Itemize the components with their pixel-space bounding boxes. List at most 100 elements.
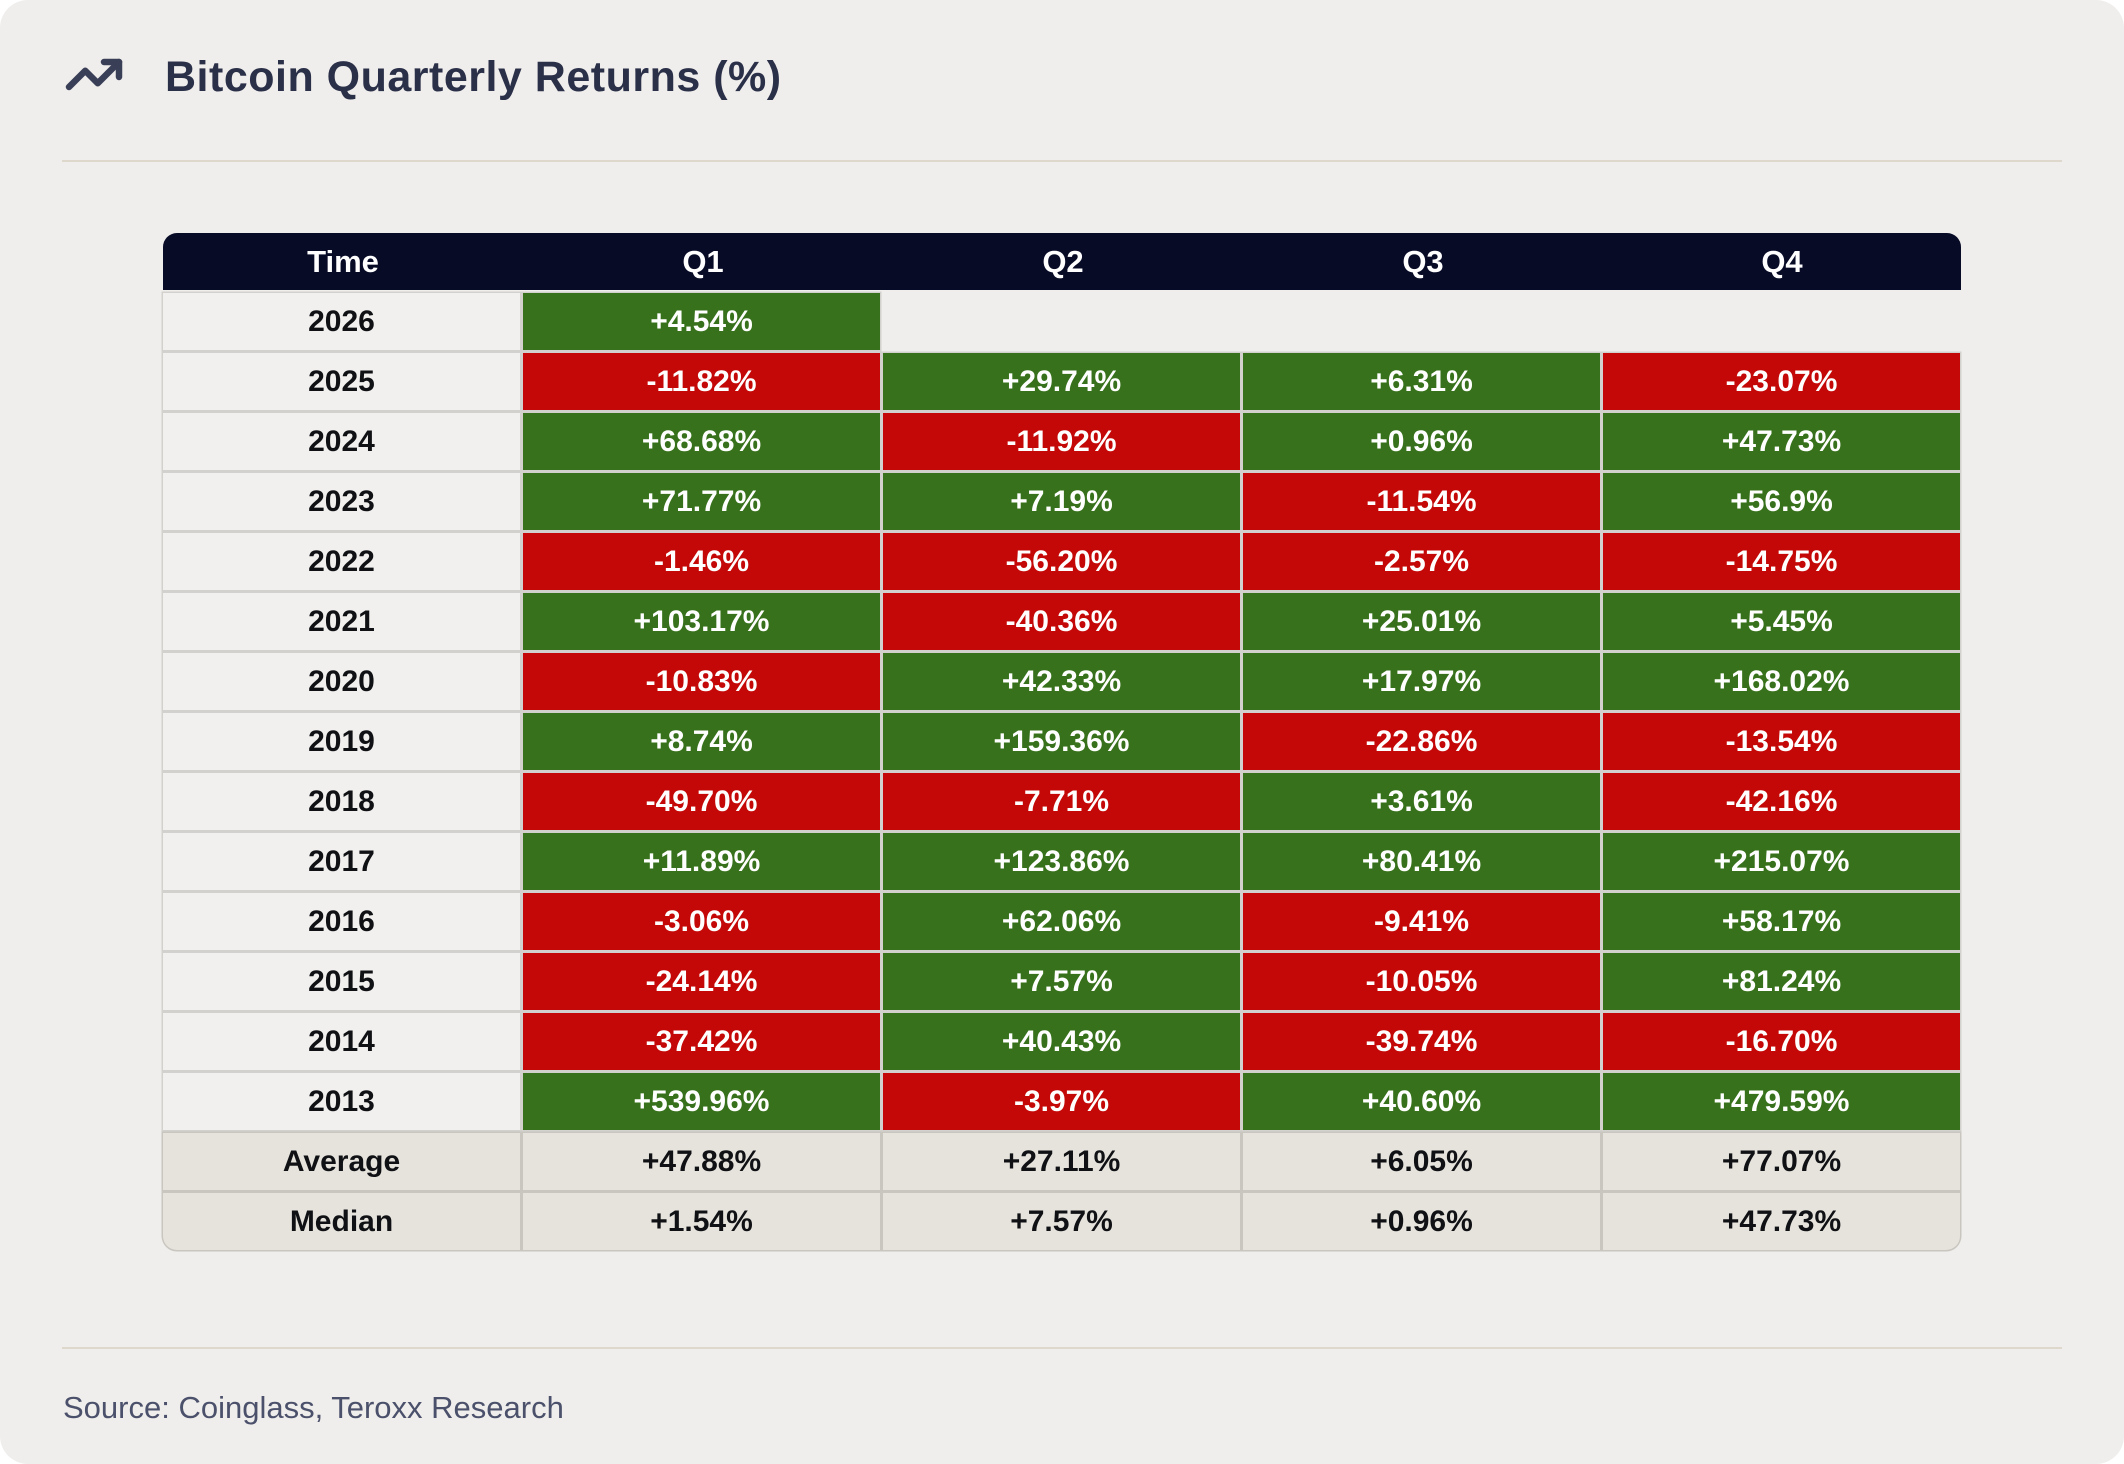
empty-cell bbox=[1243, 293, 1600, 350]
column-header-q1: Q1 bbox=[523, 233, 883, 290]
column-header-q3: Q3 bbox=[1243, 233, 1603, 290]
return-cell: -2.57% bbox=[1243, 533, 1600, 590]
return-cell: +27.11% bbox=[883, 1133, 1240, 1190]
return-cell: +4.54% bbox=[523, 293, 880, 350]
return-cell: +40.60% bbox=[1243, 1073, 1600, 1130]
return-cell: +8.74% bbox=[523, 713, 880, 770]
table-row-2018: 2018 -49.70% -7.71% +3.61% -42.16% bbox=[163, 773, 1961, 830]
year-label: 2023 bbox=[163, 473, 520, 530]
table-row-2016: 2016 -3.06% +62.06% -9.41% +58.17% bbox=[163, 893, 1961, 950]
return-cell: -9.41% bbox=[1243, 893, 1600, 950]
trending-up-icon bbox=[65, 58, 123, 91]
return-cell: +56.9% bbox=[1603, 473, 1960, 530]
column-header-q4: Q4 bbox=[1603, 233, 1961, 290]
source-attribution: Source: Coinglass, Teroxx Research bbox=[63, 1390, 564, 1425]
return-cell: +123.86% bbox=[883, 833, 1240, 890]
return-cell: -23.07% bbox=[1603, 353, 1960, 410]
return-cell: +168.02% bbox=[1603, 653, 1960, 710]
return-cell: +29.74% bbox=[883, 353, 1240, 410]
return-cell: -37.42% bbox=[523, 1013, 880, 1070]
table-row-2015: 2015 -24.14% +7.57% -10.05% +81.24% bbox=[163, 953, 1961, 1010]
return-cell: -11.82% bbox=[523, 353, 880, 410]
return-cell: +47.73% bbox=[1603, 413, 1960, 470]
quarterly-returns-table: Time Q1 Q2 Q3 Q4 2026 +4.54% 2025 -11.82% +29.74… bbox=[163, 233, 1961, 1253]
return-cell: +159.36% bbox=[883, 713, 1240, 770]
return-cell: -1.46% bbox=[523, 533, 880, 590]
year-label: 2019 bbox=[163, 713, 520, 770]
year-label: 2024 bbox=[163, 413, 520, 470]
year-label: 2026 bbox=[163, 293, 520, 350]
table-row-2014: 2014 -37.42% +40.43% -39.74% -16.70% bbox=[163, 1013, 1961, 1070]
return-cell: -11.92% bbox=[883, 413, 1240, 470]
table-row-2017: 2017 +11.89% +123.86% +80.41% +215.07% bbox=[163, 833, 1961, 890]
return-cell: +0.96% bbox=[1243, 1193, 1600, 1250]
return-cell: -10.83% bbox=[523, 653, 880, 710]
table-row-2022: 2022 -1.46% -56.20% -2.57% -14.75% bbox=[163, 533, 1961, 590]
return-cell: +7.57% bbox=[883, 953, 1240, 1010]
table-body: 2026 +4.54% 2025 -11.82% +29.74% +6.31% -23.07… bbox=[163, 293, 1961, 1250]
year-label: 2022 bbox=[163, 533, 520, 590]
table-row-2023: 2023 +71.77% +7.19% -11.54% +56.9% bbox=[163, 473, 1961, 530]
empty-cell bbox=[883, 293, 1240, 350]
return-cell: +3.61% bbox=[1243, 773, 1600, 830]
return-cell: +11.89% bbox=[523, 833, 880, 890]
year-label: 2016 bbox=[163, 893, 520, 950]
page-title: Bitcoin Quarterly Returns (%) bbox=[165, 52, 782, 101]
empty-cell bbox=[1603, 293, 1960, 350]
table-row-2026: 2026 +4.54% bbox=[163, 293, 1961, 350]
return-cell: +42.33% bbox=[883, 653, 1240, 710]
column-header-q2: Q2 bbox=[883, 233, 1243, 290]
return-cell: -42.16% bbox=[1603, 773, 1960, 830]
return-cell: +7.19% bbox=[883, 473, 1240, 530]
return-cell: +7.57% bbox=[883, 1193, 1240, 1250]
return-cell: +215.07% bbox=[1603, 833, 1960, 890]
return-cell: -16.70% bbox=[1603, 1013, 1960, 1070]
return-cell: +40.43% bbox=[883, 1013, 1240, 1070]
bottom-divider bbox=[62, 1347, 2062, 1349]
table-row-median: Median +1.54% +7.57% +0.96% +47.73% bbox=[163, 1193, 1961, 1250]
return-cell: +47.88% bbox=[523, 1133, 880, 1190]
return-cell: +103.17% bbox=[523, 593, 880, 650]
table-row-average: Average +47.88% +27.11% +6.05% +77.07% bbox=[163, 1133, 1961, 1190]
return-cell: +58.17% bbox=[1603, 893, 1960, 950]
table-row-2024: 2024 +68.68% -11.92% +0.96% +47.73% bbox=[163, 413, 1961, 470]
top-divider bbox=[62, 160, 2062, 162]
table-row-2013: 2013 +539.96% -3.97% +40.60% +479.59% bbox=[163, 1073, 1961, 1130]
return-cell: +5.45% bbox=[1603, 593, 1960, 650]
year-label: 2025 bbox=[163, 353, 520, 410]
return-cell: +80.41% bbox=[1243, 833, 1600, 890]
return-cell: -3.97% bbox=[883, 1073, 1240, 1130]
return-cell: -39.74% bbox=[1243, 1013, 1600, 1070]
year-label: 2013 bbox=[163, 1073, 520, 1130]
summary-label: Median bbox=[163, 1193, 520, 1250]
return-cell: -14.75% bbox=[1603, 533, 1960, 590]
return-cell: -7.71% bbox=[883, 773, 1240, 830]
return-cell: +0.96% bbox=[1243, 413, 1600, 470]
return-cell: +479.59% bbox=[1603, 1073, 1960, 1130]
return-cell: +47.73% bbox=[1603, 1193, 1960, 1250]
return-cell: +25.01% bbox=[1243, 593, 1600, 650]
return-cell: -24.14% bbox=[523, 953, 880, 1010]
year-label: 2020 bbox=[163, 653, 520, 710]
title-bar: Bitcoin Quarterly Returns (%) bbox=[63, 52, 782, 102]
return-cell: +68.68% bbox=[523, 413, 880, 470]
return-cell: -11.54% bbox=[1243, 473, 1600, 530]
table-row-2019: 2019 +8.74% +159.36% -22.86% -13.54% bbox=[163, 713, 1961, 770]
table-row-2025: 2025 -11.82% +29.74% +6.31% -23.07% bbox=[163, 353, 1961, 410]
return-cell: +17.97% bbox=[1243, 653, 1600, 710]
return-cell: -56.20% bbox=[883, 533, 1240, 590]
column-header-time: Time bbox=[163, 233, 523, 290]
year-label: 2014 bbox=[163, 1013, 520, 1070]
return-cell: -49.70% bbox=[523, 773, 880, 830]
table-row-2021: 2021 +103.17% -40.36% +25.01% +5.45% bbox=[163, 593, 1961, 650]
return-cell: -13.54% bbox=[1603, 713, 1960, 770]
year-label: 2017 bbox=[163, 833, 520, 890]
year-label: 2018 bbox=[163, 773, 520, 830]
year-label: 2015 bbox=[163, 953, 520, 1010]
return-cell: +6.05% bbox=[1243, 1133, 1600, 1190]
return-cell: +71.77% bbox=[523, 473, 880, 530]
return-cell: -10.05% bbox=[1243, 953, 1600, 1010]
table-row-2020: 2020 -10.83% +42.33% +17.97% +168.02% bbox=[163, 653, 1961, 710]
return-cell: +1.54% bbox=[523, 1193, 880, 1250]
